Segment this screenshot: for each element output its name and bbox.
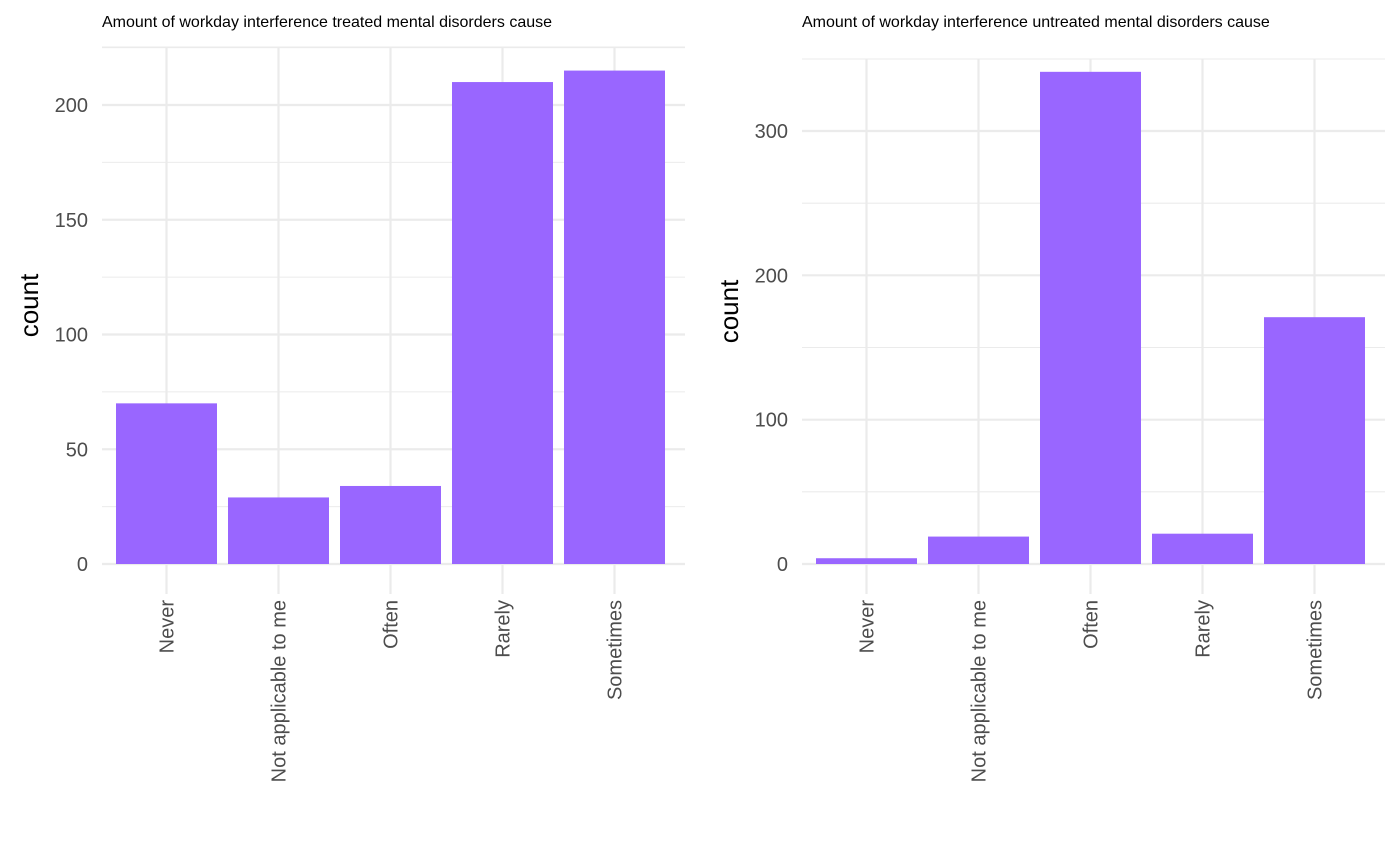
bar-often xyxy=(340,485,441,564)
bar-rarely xyxy=(1152,533,1253,564)
x-tick-label: Rarely xyxy=(493,600,515,658)
bar-never xyxy=(116,403,217,564)
chart-untreated: Amount of workday interference untreated… xyxy=(714,14,1385,782)
x-tick-label: Often xyxy=(1081,600,1103,649)
x-tick-label: Sometimes xyxy=(605,600,627,700)
y-axis-title: count xyxy=(14,273,44,337)
y-tick-label: 50 xyxy=(66,439,88,461)
x-tick-label: Not applicable to me xyxy=(269,600,291,782)
x-tick-label: Never xyxy=(857,600,879,654)
chart-panel-untreated: Amount of workday interference untreated… xyxy=(700,0,1400,865)
chart-panel-treated: Amount of workday interference treated m… xyxy=(14,14,685,782)
chart-title: Amount of workday interference untreated… xyxy=(802,14,1270,31)
bar-often xyxy=(1040,71,1141,564)
x-tick-label: Sometimes xyxy=(1305,600,1327,700)
bar-sometimes xyxy=(1264,317,1365,564)
y-tick-label: 100 xyxy=(55,325,88,347)
bar-rarely xyxy=(452,82,553,565)
bar-not-applicable-to-me xyxy=(228,497,329,564)
bar-sometimes xyxy=(564,70,665,564)
x-tick-label: Not applicable to me xyxy=(969,600,991,782)
x-tick-label: Never xyxy=(157,600,179,654)
y-tick-label: 200 xyxy=(755,265,788,287)
x-tick-label: Often xyxy=(381,600,403,649)
bar-never xyxy=(816,558,917,564)
x-tick-label: Rarely xyxy=(1193,600,1215,658)
y-tick-label: 0 xyxy=(777,554,788,576)
y-tick-label: 100 xyxy=(755,410,788,432)
chart-treated: Amount of workday interference treated m… xyxy=(14,14,685,782)
y-tick-label: 200 xyxy=(55,95,88,117)
y-tick-label: 0 xyxy=(77,554,88,576)
bar-not-applicable-to-me xyxy=(928,536,1029,564)
y-tick-label: 300 xyxy=(755,121,788,143)
y-axis-title: count xyxy=(714,279,744,343)
y-tick-label: 150 xyxy=(55,210,88,232)
chart-title: Amount of workday interference treated m… xyxy=(102,14,552,31)
